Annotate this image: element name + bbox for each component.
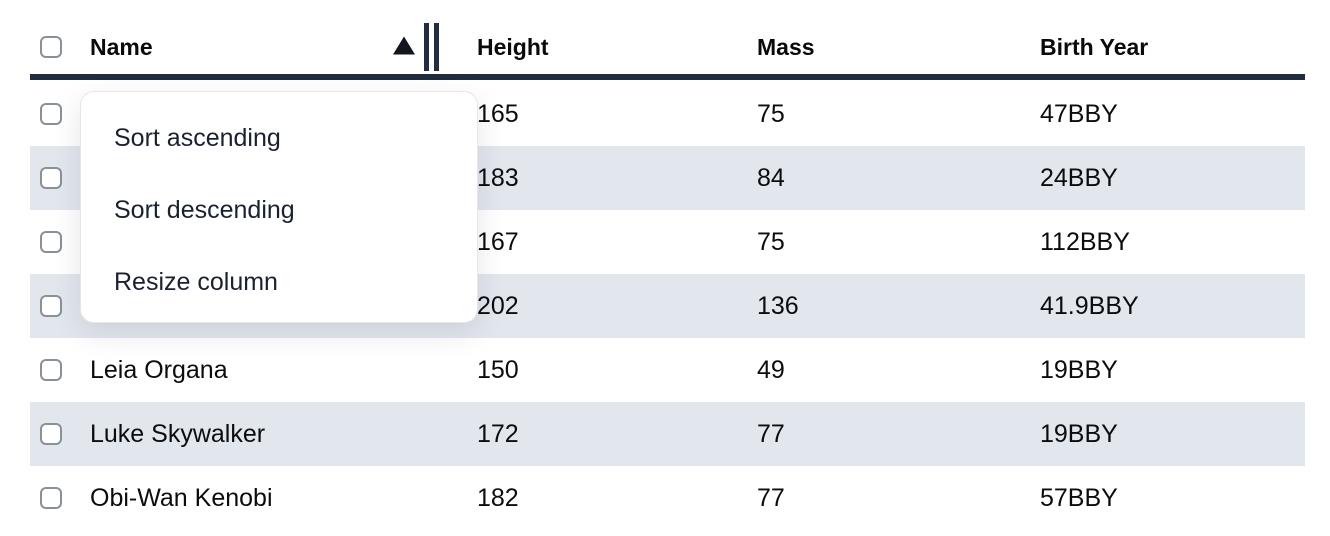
cell-mass: 75: [757, 227, 785, 256]
column-header-mass[interactable]: Mass: [757, 20, 1040, 74]
cell-height: 165: [477, 99, 519, 128]
row-select-cell: [30, 487, 90, 509]
cell-birth-year: 19BBY: [1040, 419, 1118, 448]
row-select-cell: [30, 167, 90, 189]
row-select-cell: [30, 295, 90, 317]
column-header-mass-label: Mass: [757, 33, 815, 60]
cell-height: 183: [477, 163, 519, 192]
cell-mass: 75: [757, 99, 785, 128]
cell-name: Leia Organa: [90, 355, 228, 384]
cell-height: 167: [477, 227, 519, 256]
row-checkbox[interactable]: [40, 103, 62, 125]
cell-height: 150: [477, 355, 519, 384]
row-checkbox[interactable]: [40, 295, 62, 317]
menu-item-sort-descending[interactable]: Sort descending: [114, 195, 295, 224]
header-select-cell: [30, 20, 90, 74]
cell-birth-year: 41.9BBY: [1040, 291, 1139, 320]
row-checkbox[interactable]: [40, 359, 62, 381]
row-select-cell: [30, 231, 90, 253]
menu-item-resize-column[interactable]: Resize column: [114, 267, 278, 296]
column-header-height-label: Height: [477, 33, 549, 60]
row-select-cell: [30, 359, 90, 381]
row-checkbox[interactable]: [40, 167, 62, 189]
row-checkbox[interactable]: [40, 231, 62, 253]
resize-bar-icon: [424, 23, 429, 71]
column-header-name[interactable]: Name: [90, 20, 477, 74]
cell-height: 182: [477, 483, 519, 512]
column-header-birth-year-label: Birth Year: [1040, 33, 1149, 60]
cell-name: Obi-Wan Kenobi: [90, 483, 273, 512]
column-context-menu: Sort ascending Sort descending Resize co…: [80, 91, 478, 323]
cell-mass: 136: [757, 291, 799, 320]
cell-birth-year: 57BBY: [1040, 483, 1118, 512]
table-row: Obi-Wan Kenobi 182 77 57BBY: [30, 466, 1305, 511]
table-row: Leia Organa 150 49 19BBY: [30, 338, 1305, 402]
table-header-row: Name Height Mass Birth Year: [30, 20, 1305, 80]
menu-item-sort-ascending[interactable]: Sort ascending: [114, 123, 281, 152]
cell-birth-year: 19BBY: [1040, 355, 1118, 384]
row-checkbox[interactable]: [40, 423, 62, 445]
row-select-cell: [30, 423, 90, 445]
row-select-cell: [30, 103, 90, 125]
cell-mass: 84: [757, 163, 785, 192]
cell-name: Luke Skywalker: [90, 419, 266, 448]
table-viewport: Name Height Mass Birth Year: [30, 20, 1305, 511]
column-header-birth-year[interactable]: Birth Year: [1040, 20, 1305, 74]
cell-mass: 77: [757, 483, 785, 512]
cell-birth-year: 47BBY: [1040, 99, 1118, 128]
table-row: Luke Skywalker 172 77 19BBY: [30, 402, 1305, 466]
column-header-name-label: Name: [90, 33, 153, 60]
cell-mass: 49: [757, 355, 785, 384]
resize-bar-icon: [434, 23, 439, 71]
row-checkbox[interactable]: [40, 487, 62, 509]
cell-birth-year: 24BBY: [1040, 163, 1118, 192]
cell-height: 202: [477, 291, 519, 320]
sort-ascending-icon: [393, 36, 415, 55]
select-all-checkbox[interactable]: [40, 36, 62, 58]
cell-birth-year: 112BBY: [1040, 227, 1130, 256]
cell-mass: 77: [757, 419, 785, 448]
column-header-height[interactable]: Height: [477, 20, 757, 74]
column-resize-handle[interactable]: [424, 23, 439, 71]
cell-height: 172: [477, 419, 519, 448]
